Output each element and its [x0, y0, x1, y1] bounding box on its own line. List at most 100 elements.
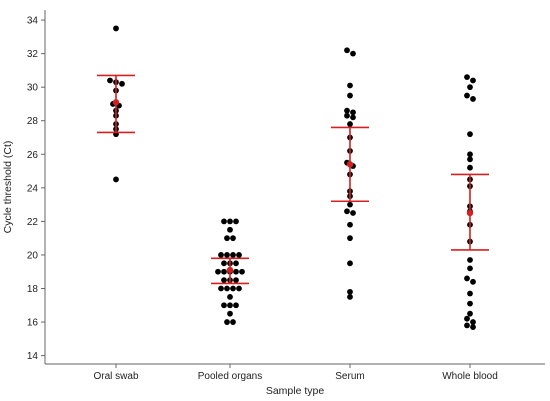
x-axis-ticks: Oral swab Pooled organs Serum Whole blood: [93, 364, 498, 382]
data-groups: [97, 25, 489, 330]
data-point: [467, 131, 473, 138]
group-pooled-organs: [211, 218, 249, 325]
data-point: [233, 260, 239, 267]
data-point: [344, 112, 350, 119]
group-oral-swab: [97, 25, 135, 183]
y-tick-label: 14: [27, 351, 39, 362]
data-point: [344, 107, 350, 114]
data-point: [107, 77, 113, 84]
data-point: [470, 324, 476, 330]
data-point: [350, 109, 356, 116]
data-point: [470, 319, 476, 325]
data-point: [224, 319, 230, 325]
data-point: [113, 176, 119, 183]
mean-marker: [466, 209, 474, 217]
data-point: [221, 268, 227, 275]
data-point: [467, 151, 473, 158]
data-point: [350, 210, 356, 216]
data-point: [347, 288, 353, 295]
data-point: [347, 201, 353, 208]
data-point: [236, 252, 242, 258]
data-point: [347, 82, 353, 89]
data-point: [239, 268, 245, 275]
data-point: [464, 74, 470, 81]
data-point: [467, 164, 473, 171]
data-point: [347, 235, 353, 242]
data-point: [224, 235, 230, 242]
data-point: [215, 268, 221, 275]
data-point: [221, 302, 227, 309]
data-point: [350, 50, 356, 57]
data-point: [233, 302, 239, 309]
data-point: [467, 290, 473, 297]
data-point: [227, 293, 233, 300]
data-point: [230, 235, 236, 242]
data-point: [119, 80, 125, 87]
y-tick-label: 32: [27, 49, 39, 60]
data-point: [224, 285, 230, 292]
data-point: [467, 310, 473, 317]
data-point: [230, 285, 236, 292]
y-axis-title: Cycle threshold (Ct): [2, 141, 14, 234]
data-point: [230, 319, 236, 325]
data-point: [470, 77, 476, 84]
x-tick-label: Whole blood: [442, 371, 498, 382]
group-whole-blood: [451, 74, 489, 330]
data-point: [344, 47, 350, 54]
data-point: [464, 315, 470, 322]
mean-marker: [346, 161, 354, 168]
axes: [44, 10, 545, 365]
x-tick-label: Pooled organs: [198, 371, 263, 382]
data-point: [227, 226, 233, 233]
data-point: [347, 221, 353, 228]
data-point: [467, 257, 473, 263]
data-point: [218, 252, 224, 258]
data-point: [350, 114, 356, 121]
data-point: [344, 208, 350, 215]
data-point: [470, 278, 476, 285]
y-tick-label: 20: [27, 250, 39, 261]
data-point: [347, 92, 353, 99]
data-point: [233, 277, 239, 284]
x-tick-label: Serum: [335, 371, 364, 382]
data-point: [233, 218, 239, 225]
x-tick-label: Oral swab: [93, 371, 138, 382]
data-point: [113, 25, 119, 32]
data-point: [233, 268, 239, 275]
data-point: [347, 293, 353, 300]
data-point: [236, 285, 242, 292]
group-serum: [331, 47, 369, 300]
data-point: [227, 310, 233, 317]
y-tick-label: 16: [27, 318, 39, 329]
data-point: [221, 260, 227, 267]
mean-marker: [226, 266, 234, 274]
data-point: [464, 92, 470, 99]
data-point: [467, 300, 473, 307]
data-point: [218, 285, 224, 292]
data-point: [467, 156, 473, 163]
data-point: [347, 121, 353, 127]
data-point: [221, 277, 227, 284]
data-point: [227, 302, 233, 309]
y-tick-label: 28: [27, 116, 39, 127]
y-tick-label: 26: [27, 150, 39, 161]
data-point: [230, 252, 236, 258]
data-point: [464, 322, 470, 329]
y-tick-label: 30: [27, 83, 39, 94]
data-point: [347, 260, 353, 267]
data-point: [467, 84, 473, 91]
y-tick-label: 22: [27, 217, 39, 228]
data-point: [224, 252, 230, 258]
data-point: [227, 218, 233, 225]
data-point: [467, 265, 473, 272]
mean-marker: [112, 99, 120, 106]
data-point: [464, 275, 470, 282]
y-tick-label: 18: [27, 284, 39, 295]
y-tick-label: 24: [27, 183, 39, 194]
y-tick-label: 34: [27, 16, 39, 27]
y-axis-ticks: 14 16 18 20 22 24 26 28 30 32 34: [27, 16, 45, 362]
data-point: [470, 96, 476, 102]
x-axis-title: Sample type: [266, 385, 325, 397]
data-point: [221, 218, 227, 225]
